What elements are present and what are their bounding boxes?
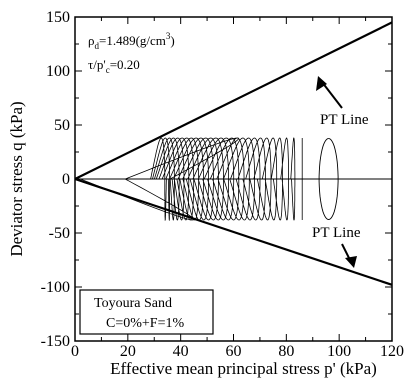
pt-line-upper [74,21,393,180]
ratio-annotation: τ/p'c=0.20 [88,57,140,75]
y-tick-label: -50 [49,225,70,242]
y-axis-label: Deviator stress q (kPa) [7,101,26,256]
legend-box: Toyoura Sand C=0%+F=1% [79,289,214,335]
y-tick-label: -100 [41,279,70,296]
ratio-subscript: c [106,65,110,75]
x-axis-label: Effective mean principal stress p' (kPa) [110,359,377,378]
stress-path-series [75,137,303,221]
density-symbol: ρ [88,33,95,48]
density-subscript: d [95,41,100,51]
ratio-value: =0.20 [110,57,140,72]
pt-line-lower-arrowhead [345,256,357,268]
data-area [75,137,339,221]
density-close: ) [170,33,174,48]
ticks: 0 20 40 60 80 100 120 150 100 50 0 -50 -100 -150 [41,9,404,360]
density-annotation: ρd=1.489(g/cm3) [88,31,175,51]
initial-loop-series [318,138,339,220]
x-tick-label: 40 [173,343,189,360]
pt-line-lower [74,177,393,286]
ratio-symbol: τ/p' [88,57,106,72]
x-tick-label: 120 [380,343,404,360]
x-tick-label: 80 [278,343,294,360]
y-tick-label: 100 [46,63,70,80]
x-tick-label: 100 [327,343,351,360]
x-tick-label: 20 [120,343,136,360]
pt-line-upper-arrowhead [316,76,327,91]
pt-line-lower-label: PT Line [312,225,361,241]
x-tick-label: 60 [226,343,242,360]
y-tick-label: -150 [41,333,70,350]
legend-line-1: Toyoura Sand [94,296,172,311]
y-tick-label: 0 [62,171,70,188]
pt-line-upper-label: PT Line [320,112,369,128]
legend-line-2: C=0%+F=1% [106,316,184,331]
density-value: =1.489(g/cm [99,33,166,48]
pt-lines [74,21,393,286]
y-tick-label: 50 [54,117,70,134]
x-tick-label: 0 [71,343,79,360]
y-tick-label: 150 [46,9,70,26]
density-superscript: 3 [166,31,171,41]
pt-line-upper-arrow [321,81,343,109]
